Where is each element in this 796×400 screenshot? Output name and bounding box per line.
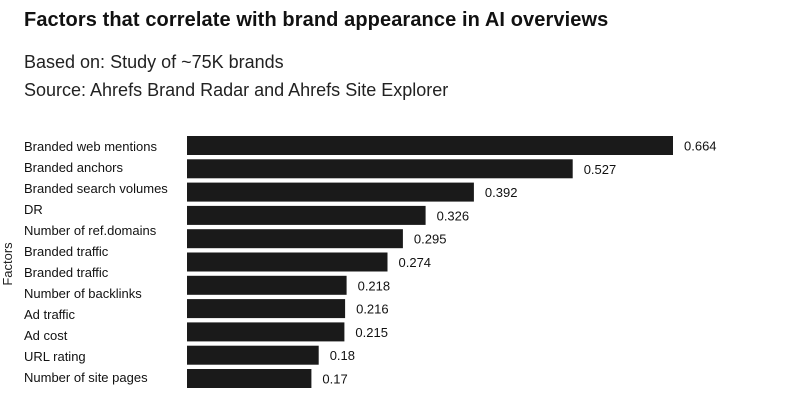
category-label: Branded traffic: [24, 265, 109, 280]
bar-value-label: 0.295: [414, 232, 447, 247]
category-label: Branded search volumes: [24, 181, 168, 196]
bar-value-label: 0.215: [355, 325, 388, 340]
category-label: Branded traffic: [24, 244, 109, 259]
bar: [187, 182, 474, 202]
chart-subtitle-study: Based on: Study of ~75K brands: [24, 52, 284, 72]
bar-value-label: 0.218: [358, 278, 391, 293]
category-label: URL rating: [24, 349, 86, 364]
bar: [187, 322, 345, 342]
bar: [187, 229, 403, 249]
bar: [187, 369, 312, 388]
category-label: Number of backlinks: [24, 286, 142, 301]
bar: [187, 275, 347, 295]
bar: [187, 136, 673, 155]
bar-value-label: 0.18: [330, 348, 355, 363]
bar-value-label: 0.392: [485, 185, 518, 200]
bar-value-label: 0.216: [356, 302, 389, 317]
category-label: DR: [24, 202, 43, 217]
category-label: Number of ref.domains: [24, 223, 157, 238]
category-label: Branded anchors: [24, 160, 124, 175]
chart-title: Factors that correlate with brand appear…: [24, 9, 609, 31]
category-label: Ad cost: [24, 328, 68, 343]
bar: [187, 299, 346, 319]
category-label: Number of site pages: [24, 370, 148, 385]
bar-value-label: 0.274: [399, 255, 432, 270]
bar: [187, 345, 319, 365]
y-axis-title: Factors: [0, 242, 15, 286]
chart-subtitle-source: Source: Ahrefs Brand Radar and Ahrefs Si…: [24, 80, 449, 100]
bar-value-label: 0.527: [584, 162, 617, 177]
bar-value-label: 0.664: [684, 139, 717, 154]
bar: [187, 205, 426, 225]
category-label: Ad traffic: [24, 307, 76, 322]
bar: [187, 159, 573, 179]
bar-value-label: 0.17: [322, 372, 347, 387]
bar-value-label: 0.326: [437, 208, 470, 223]
category-label: Branded web mentions: [24, 139, 157, 154]
bar: [187, 252, 388, 272]
